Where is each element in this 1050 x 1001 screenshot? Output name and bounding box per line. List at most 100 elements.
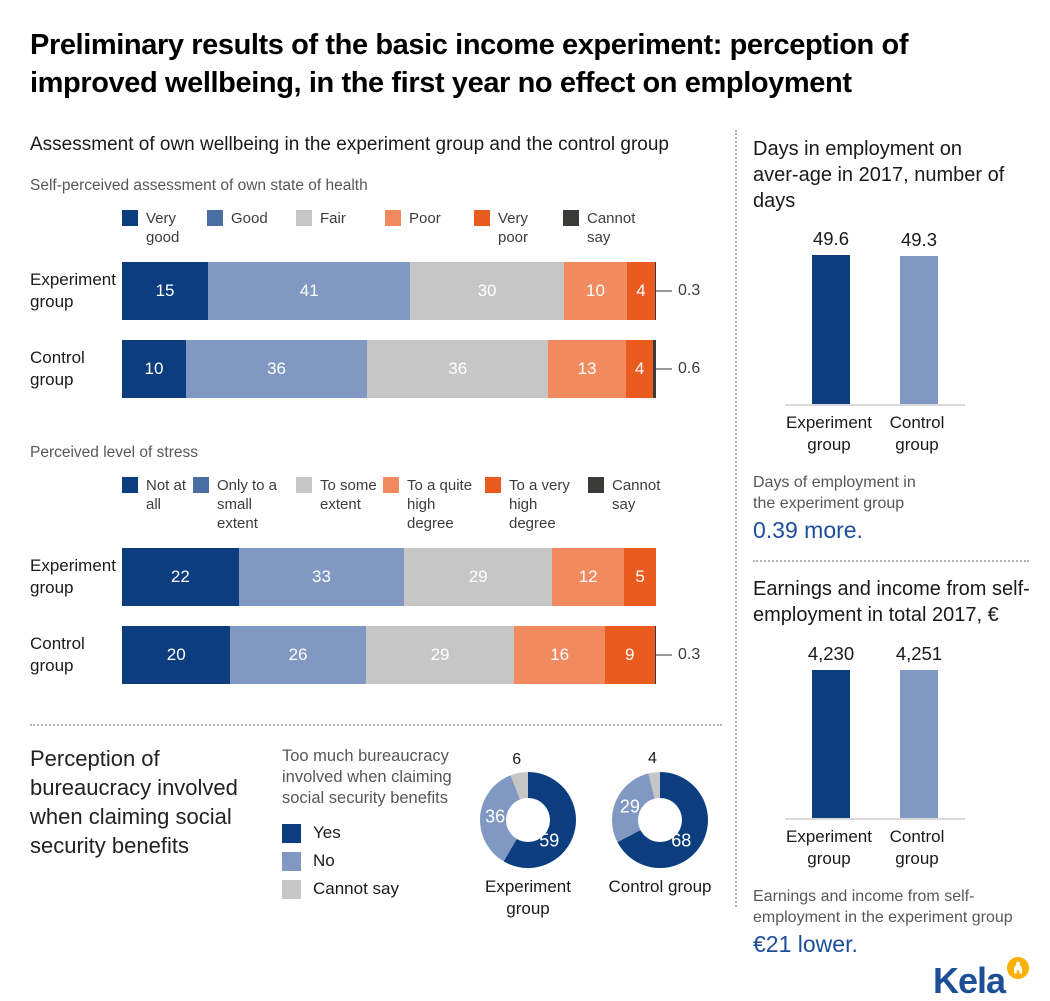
donut-value-label: 68 <box>671 830 692 851</box>
bar-segment: 29 <box>404 548 553 606</box>
legend-label: Cannot say <box>587 210 636 246</box>
legend-swatch <box>474 210 490 226</box>
health-chart-bars: Experiment group 15 41 30 10 4 0.3 Control grou… <box>30 262 735 398</box>
right-dotted-divider <box>753 560 1029 562</box>
employment-days-highlight: 0.39 more. <box>753 517 863 543</box>
page-title: Preliminary results of the basic income … <box>30 29 909 99</box>
stress-chart-subtitle: Perceived level of stress <box>30 444 198 461</box>
bar-segment: 15 <box>122 262 209 320</box>
employment-column: Days in employment on aver-age in 2017, … <box>735 134 1035 1000</box>
bar-with-label: 49.6 <box>787 228 875 404</box>
earnings-highlight: €21 lower. <box>753 931 858 957</box>
horizontal-dotted-divider <box>30 724 722 726</box>
earnings-chart: 4,230 4,251 Experiment group Control group <box>753 642 1035 870</box>
donut-hole <box>638 798 682 842</box>
legend-item: Fair <box>296 209 385 247</box>
stacked-bar-row: Control group 20 26 29 16 9 0.3 <box>30 626 735 684</box>
bar <box>812 255 850 404</box>
legend-label: Cannot say <box>612 477 661 513</box>
main-content: Assessment of own wellbeing in the exper… <box>30 134 1035 1000</box>
bar-group: 4,230 4,251 <box>785 642 965 820</box>
bar <box>812 670 850 818</box>
bar-segment: 29 <box>365 626 515 684</box>
row-label: Control group <box>30 348 85 389</box>
health-chart: Self-perceived assessment of own state o… <box>30 177 735 398</box>
employment-days-title: Days in employment on aver-age in 2017, … <box>753 138 1005 212</box>
donut-hole <box>506 798 550 842</box>
bar-segment: 22 <box>122 548 239 606</box>
bar-value-label: 49.3 <box>900 229 937 251</box>
wellbeing-section: Assessment of own wellbeing in the exper… <box>30 134 735 1000</box>
legend-label: Very poor <box>498 210 529 246</box>
callout-value: 0.6 <box>678 360 701 377</box>
legend-item: Very good <box>122 209 207 247</box>
legend-label: Only to a small extent <box>217 477 278 532</box>
bar-segment: 13 <box>548 340 626 398</box>
vertical-dotted-divider <box>735 130 737 907</box>
legend-label: Not at all <box>146 477 187 513</box>
legend-item: Cannot say <box>563 209 639 247</box>
bureaucracy-donut-charts: 59 36 6 Experiment group 68 29 4 Control group <box>462 744 726 920</box>
donut-category-label: Experiment group <box>485 877 571 918</box>
legend-label: To a very high degree <box>509 477 570 532</box>
legend-item: Poor <box>385 209 474 247</box>
callout-value: 0.3 <box>678 282 701 299</box>
legend-item: To some extent <box>296 476 383 533</box>
legend-label: Good <box>231 210 268 227</box>
legend-swatch <box>296 210 312 226</box>
bar-segment: 5 <box>624 548 656 606</box>
row-label: Experiment group <box>30 270 116 311</box>
earnings-title: Earnings and income from self-employment… <box>753 578 1030 626</box>
bar-segment: 36 <box>367 340 549 398</box>
legend-swatch <box>207 210 223 226</box>
legend-swatch <box>282 823 301 843</box>
row-label: Control group <box>30 634 85 675</box>
legend-item: To a very high degree <box>485 476 588 533</box>
donut-value-label: 36 <box>485 806 506 827</box>
row-label: Experiment group <box>30 556 116 597</box>
employment-days-note: Days of employment in the experiment gro… <box>753 474 916 512</box>
donut-ring: 68 29 4 <box>612 750 708 868</box>
callout-line <box>656 290 672 292</box>
stacked-bar: 10 36 36 13 4 <box>122 340 656 398</box>
donut-chart: 68 29 4 Control group <box>594 744 726 920</box>
legend-swatch <box>485 477 501 493</box>
bar-segment: 16 <box>514 626 605 684</box>
bar <box>900 256 938 404</box>
stress-chart-bars: Experiment group 22 33 29 12 5 Control group 20… <box>30 548 735 684</box>
legend-label: Fair <box>320 210 346 227</box>
callout: 0.3 <box>656 646 700 664</box>
callout-value: 0.3 <box>678 646 701 663</box>
stacked-bar: 22 33 29 12 5 <box>122 548 656 606</box>
bar-category-label: Experiment group <box>786 413 872 454</box>
legend-swatch <box>122 477 138 493</box>
bar-segment: 4 <box>625 340 654 398</box>
bar-categories: Experiment group Control group <box>785 826 965 870</box>
bar-segment: 9 <box>604 626 655 684</box>
wellbeing-heading: Assessment of own wellbeing in the exper… <box>30 134 669 155</box>
bar-categories: Experiment group Control group <box>785 412 965 456</box>
bureaucracy-section: Perception of bureaucracy involved when … <box>30 744 735 920</box>
bar-value-label: 49.6 <box>812 228 849 250</box>
bar-value-label: 4,230 <box>807 643 855 665</box>
legend-item: Cannot say <box>282 879 462 899</box>
kela-logo-text: Kela <box>932 960 1006 1001</box>
callout-line <box>656 654 672 656</box>
bar-segment <box>654 262 656 320</box>
employment-days-chart: 49.6 49.3 Experiment group Control group <box>753 228 1035 456</box>
stress-chart-legend: Not at all Only to a small extent To some … <box>122 476 735 533</box>
stacked-bar: 20 26 29 16 9 <box>122 626 656 684</box>
bar-segment <box>654 626 656 684</box>
bar-with-label: 49.3 <box>875 229 963 404</box>
bar-segment: 33 <box>238 548 405 606</box>
legend-item: No <box>282 851 462 871</box>
kela-logo-icon <box>1007 957 1029 979</box>
bureaucracy-legend-items: Yes No Cannot say <box>282 823 462 899</box>
legend-swatch <box>193 477 209 493</box>
legend-label: No <box>313 851 335 870</box>
callout-line <box>656 368 672 370</box>
legend-label: To some extent <box>320 477 377 513</box>
bar-category-label: Control group <box>889 827 945 868</box>
bar-segment: 41 <box>208 262 411 320</box>
legend-swatch <box>282 879 301 899</box>
